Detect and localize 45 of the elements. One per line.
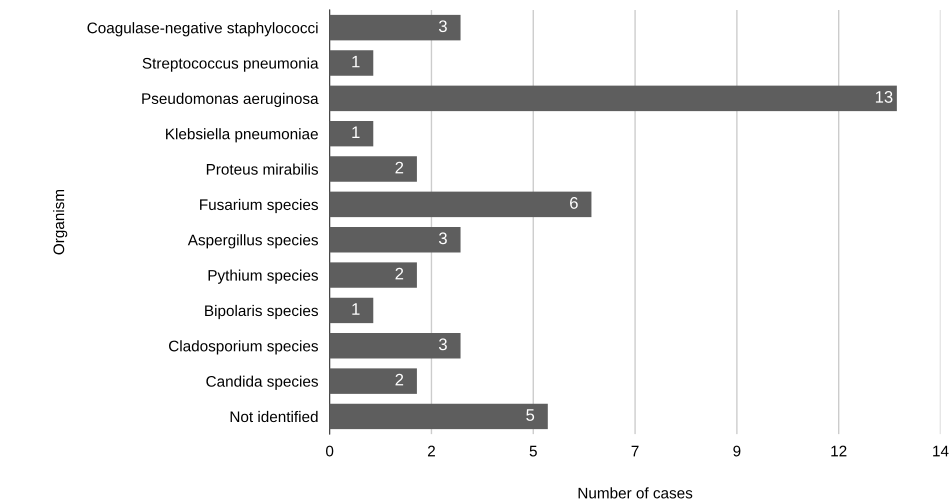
y-tick-label: Cladosporium species [169,340,318,354]
y-tick-label: Not identified [230,410,318,422]
y-tick-label: Proteus mirabilis [206,164,318,175]
y-tick-label: Aspergillus species [188,234,318,248]
bar [330,192,592,218]
bar [330,333,461,358]
x-axis-title: Number of cases [578,487,692,498]
data-label: 2 [396,162,404,174]
y-tick-label: Pythium species [208,270,318,284]
data-label: 13 [876,91,892,103]
data-label: 1 [352,126,360,138]
bar [330,298,374,324]
x-tick-label: 7 [632,446,639,456]
data-label: 2 [396,268,404,280]
bar [330,404,548,430]
bar [330,368,417,394]
y-tick-label: Klebsiella pneumoniae [166,128,318,142]
data-label: 3 [438,232,447,244]
data-label: 3 [438,20,447,32]
y-tick-label: Candida species [206,376,318,390]
bar [330,120,374,146]
bar [330,156,417,182]
data-label: 5 [526,409,534,421]
data-label: 3 [438,338,447,350]
y-tick-label: Coagulase-negative staphylococci [87,22,318,36]
x-tick-label: 2 [428,446,435,456]
bar [330,14,461,40]
data-label: 1 [352,56,360,68]
x-tick-label: 5 [530,446,537,456]
y-tick-label: Streptococcus pneumonia [142,57,319,72]
data-label: 2 [396,374,404,386]
data-label: 6 [570,197,578,209]
y-axis-title: Organism [53,190,68,254]
bar [330,262,417,288]
y-tick-label: Pseudomonas aeruginosa [142,92,319,108]
bar [330,227,461,252]
y-tick-label: Fusarium species [200,198,318,214]
x-tick-label: 0 [326,446,334,456]
y-tick-label: Bipolaris species [205,304,318,320]
x-tick-label: 12 [831,446,846,456]
x-tick-label: 14 [933,446,949,456]
bar [330,86,897,112]
x-tick-label: 9 [733,446,740,456]
data-label: 1 [352,303,360,315]
bar [330,50,374,76]
